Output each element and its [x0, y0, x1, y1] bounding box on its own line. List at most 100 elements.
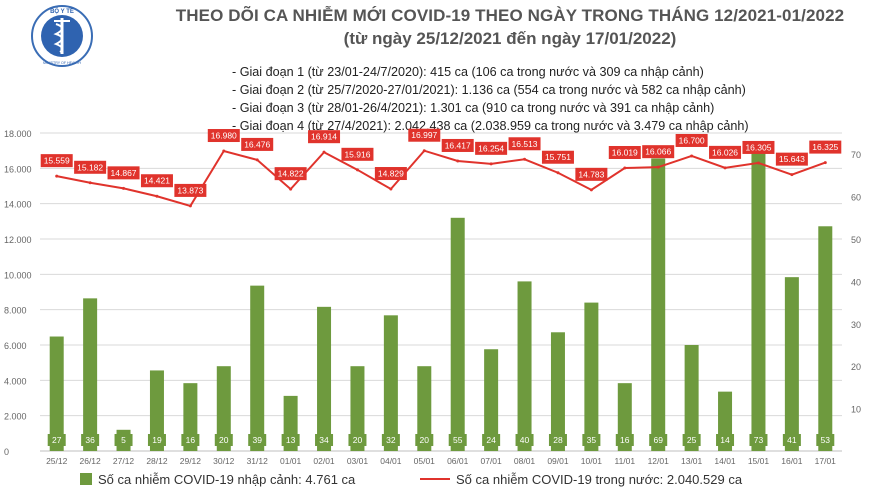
y-right-tick-label: 40 [851, 277, 861, 287]
line-label-bg [241, 137, 274, 151]
y-right-tick-label: 10 [851, 405, 861, 415]
chart-title: THEO DÕI CA NHIỄM MỚI COVID-19 THEO NGÀY… [175, 6, 845, 25]
bar [751, 141, 766, 452]
bar [350, 366, 365, 451]
line-label-bg [174, 183, 207, 197]
bar-label-bg [749, 434, 768, 446]
bar [417, 366, 432, 451]
bar-value-label: 39 [252, 435, 262, 445]
line-label-bg [341, 147, 374, 161]
bar-label-bg [315, 434, 334, 446]
bar [784, 277, 799, 451]
line-label-bg [709, 145, 742, 159]
bar-label-bg [415, 434, 434, 446]
x-tick-label: 16/01 [781, 456, 803, 466]
legend-item-domestic: Số ca nhiễm COVID-19 trong nước: 2.040.5… [420, 472, 742, 487]
line-point [188, 204, 192, 208]
bar-label-bg [816, 434, 835, 446]
bar-value-label: 20 [353, 435, 363, 445]
bar-label-bg [582, 434, 601, 446]
x-tick-label: 29/12 [180, 456, 202, 466]
x-tick-label: 06/01 [447, 456, 469, 466]
line-point [222, 149, 226, 153]
line-point [623, 166, 627, 170]
x-tick-label: 01/01 [280, 456, 302, 466]
y-left-tick-label: 16.000 [4, 164, 32, 174]
bar-label-bg [248, 434, 267, 446]
logo-top-text: BỘ Y TẾ [50, 7, 74, 15]
line-point [422, 149, 426, 153]
bar-value-label: 35 [587, 435, 597, 445]
line-value-label: 14.822 [278, 169, 304, 179]
line-point [389, 187, 393, 191]
bar [450, 217, 465, 451]
line-value-label: 14.829 [378, 169, 404, 179]
bar [49, 336, 64, 451]
line-point [55, 174, 59, 178]
line-value-label: 15.559 [44, 156, 70, 166]
x-tick-label: 12/01 [648, 456, 670, 466]
ministry-of-health-logo: BỘ Y TẾ MINISTRY OF HEALTH [30, 4, 94, 68]
line-label-bg [408, 128, 441, 142]
bar [651, 158, 666, 451]
line-point [656, 165, 660, 169]
phase-line-3: - Giai đoạn 3 (từ 28/01-26/4/2021): 1.30… [232, 101, 715, 115]
line-value-label: 16.325 [812, 142, 838, 152]
bar [584, 302, 599, 451]
line-label-bg [575, 167, 608, 181]
chart-header: THEO DÕI CA NHIỄM MỚI COVID-19 THEO NGÀY… [160, 6, 860, 49]
line-value-label: 16.914 [311, 132, 337, 142]
bar [317, 306, 332, 451]
bar-value-label: 20 [420, 435, 430, 445]
legend-item-imported: Số ca nhiễm COVID-19 nhập cảnh: 4.761 ca [80, 472, 355, 487]
bar-value-label: 36 [85, 435, 95, 445]
line-value-label: 16.066 [645, 147, 671, 157]
line-value-label: 16.700 [679, 135, 705, 145]
bar-value-label: 13 [286, 435, 296, 445]
bar [250, 285, 265, 451]
line-value-label: 15.916 [344, 149, 370, 159]
bar [517, 281, 532, 451]
bar-label-bg [716, 434, 735, 446]
bar-label-bg [381, 434, 400, 446]
line-value-label: 16.305 [745, 142, 771, 152]
bar-label-bg [448, 434, 467, 446]
bar-label-bg [348, 434, 367, 446]
x-tick-label: 14/01 [714, 456, 736, 466]
line-label-bg [207, 129, 240, 143]
bar-label-bg [47, 434, 66, 446]
line-point [723, 166, 727, 170]
x-tick-label: 03/01 [347, 456, 369, 466]
x-tick-label: 10/01 [581, 456, 603, 466]
bar-label-bg [649, 434, 668, 446]
y-left-tick-label: 8.000 [4, 306, 27, 316]
y-left-tick-label: 0 [4, 447, 9, 457]
line-label-bg [107, 166, 140, 180]
line-point [523, 157, 527, 161]
bar [484, 349, 499, 451]
bar [383, 315, 398, 451]
line-label-bg [140, 174, 173, 188]
phase-summary: - Giai đoạn 1 (từ 23/01-24/7/2020): 415 … [232, 63, 749, 135]
bar-label-bg [482, 434, 501, 446]
bar [550, 332, 565, 451]
line-point [155, 194, 159, 198]
line-point [122, 186, 126, 190]
line-value-label: 16.513 [512, 139, 538, 149]
line-value-label: 16.019 [612, 147, 638, 157]
bar-value-label: 16 [186, 435, 196, 445]
x-tick-label: 31/12 [247, 456, 269, 466]
line-point [756, 161, 760, 165]
x-tick-label: 05/01 [414, 456, 436, 466]
legend-label-domestic: Số ca nhiễm COVID-19 trong nước: 2.040.5… [456, 472, 743, 487]
line-point [556, 171, 560, 175]
line-point [355, 168, 359, 172]
legend-label-imported: Số ca nhiễm COVID-19 nhập cảnh: 4.761 ca [98, 472, 356, 487]
line-label-bg [775, 152, 808, 166]
bar-value-label: 41 [787, 435, 797, 445]
line-value-label: 15.182 [77, 162, 103, 172]
y-right-tick-label: 70 [851, 150, 861, 160]
x-tick-label: 04/01 [380, 456, 402, 466]
bar-label-bg [515, 434, 534, 446]
bar-value-label: 24 [486, 435, 496, 445]
